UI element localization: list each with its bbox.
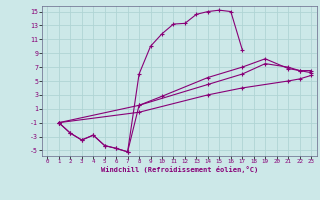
- X-axis label: Windchill (Refroidissement éolien,°C): Windchill (Refroidissement éolien,°C): [100, 166, 258, 173]
